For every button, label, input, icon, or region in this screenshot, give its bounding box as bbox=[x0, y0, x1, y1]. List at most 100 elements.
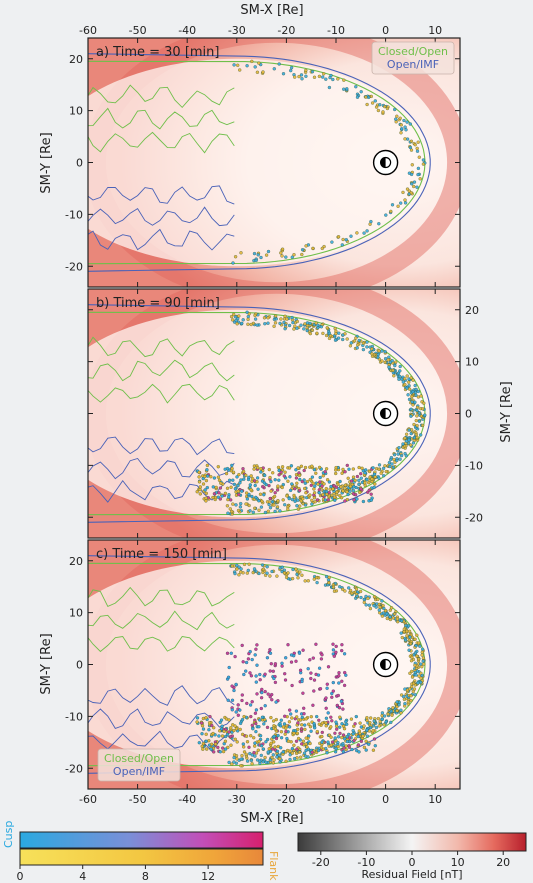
particle-point bbox=[289, 68, 293, 73]
bottom-x-axis-label: SM-X [Re] bbox=[240, 811, 303, 826]
particle-point bbox=[227, 665, 231, 670]
particle-point bbox=[205, 474, 210, 478]
particle-point bbox=[397, 703, 401, 707]
particle-point bbox=[412, 422, 416, 427]
particle-point bbox=[418, 177, 422, 181]
particle-point bbox=[244, 752, 248, 756]
particle-point bbox=[368, 725, 373, 730]
particle-point bbox=[305, 321, 310, 325]
particle-point bbox=[302, 706, 306, 710]
particle-point bbox=[414, 418, 418, 423]
particle-point bbox=[236, 483, 240, 488]
particle-point bbox=[224, 471, 229, 476]
particle-point bbox=[410, 163, 414, 167]
x-tick-label: 0 bbox=[382, 793, 389, 806]
particle-point bbox=[403, 701, 407, 706]
particle-point bbox=[242, 562, 247, 567]
particle-point bbox=[312, 496, 317, 500]
particle-point bbox=[292, 495, 296, 500]
particle-point bbox=[409, 659, 414, 663]
particle-point bbox=[225, 466, 230, 471]
particle-point bbox=[257, 725, 261, 729]
closed-open-contour bbox=[88, 131, 235, 154]
particle-point bbox=[281, 482, 285, 487]
y-tick-label: 0 bbox=[76, 157, 83, 170]
particle-point bbox=[246, 322, 250, 326]
particle-point bbox=[373, 475, 377, 479]
closed-open-contour bbox=[88, 636, 235, 653]
particle-point bbox=[290, 576, 295, 581]
particle-point bbox=[331, 689, 335, 693]
particle-point bbox=[414, 644, 418, 648]
particle-point bbox=[266, 509, 270, 513]
particle-point bbox=[265, 737, 270, 742]
particle-point bbox=[399, 131, 403, 135]
particle-point bbox=[238, 727, 242, 732]
particle-point bbox=[265, 500, 270, 504]
particle-point bbox=[294, 567, 298, 571]
particle-point bbox=[366, 95, 371, 100]
particle-point bbox=[383, 350, 387, 354]
particle-point bbox=[308, 493, 312, 497]
particle-point bbox=[410, 182, 414, 186]
particle-point bbox=[348, 588, 353, 593]
particle-point bbox=[229, 314, 234, 319]
residual-tick-label: 20 bbox=[496, 856, 510, 869]
particle-point bbox=[334, 724, 339, 728]
particle-point bbox=[331, 648, 336, 652]
particle-point bbox=[290, 482, 294, 486]
particle-point bbox=[237, 573, 241, 577]
particle-point bbox=[264, 760, 268, 764]
particle-point bbox=[372, 603, 376, 608]
particle-point bbox=[303, 486, 307, 491]
particle-point bbox=[298, 755, 303, 759]
particle-point bbox=[228, 734, 233, 739]
particle-point bbox=[259, 744, 264, 748]
particle-point bbox=[246, 317, 250, 322]
particle-point bbox=[340, 735, 344, 740]
particle-point bbox=[414, 387, 418, 392]
legend-box bbox=[371, 41, 455, 75]
particle-point bbox=[337, 331, 341, 335]
particle-point bbox=[411, 441, 416, 445]
particle-point bbox=[272, 740, 276, 744]
particle-point bbox=[300, 723, 304, 727]
particle-point bbox=[403, 137, 407, 141]
particle-point bbox=[216, 465, 220, 469]
particle-point bbox=[361, 341, 366, 345]
particle-point bbox=[385, 106, 390, 111]
particle-point bbox=[380, 359, 384, 363]
particle-point bbox=[343, 470, 347, 474]
x-tick-label: 0 bbox=[382, 24, 389, 37]
particle-point bbox=[245, 497, 250, 501]
particle-point bbox=[399, 201, 403, 205]
particle-point bbox=[413, 400, 417, 404]
particle-point bbox=[309, 483, 313, 488]
particle-point bbox=[241, 318, 245, 322]
particle-point bbox=[297, 651, 302, 655]
particle-point bbox=[373, 744, 377, 748]
particle-point bbox=[280, 664, 284, 668]
particle-point bbox=[378, 605, 382, 609]
particle-point bbox=[254, 647, 258, 651]
particle-point bbox=[295, 481, 299, 485]
particle-point bbox=[300, 479, 304, 484]
particle-point bbox=[281, 498, 285, 502]
particle-point bbox=[403, 451, 407, 456]
particle-point bbox=[312, 689, 316, 693]
particle-point bbox=[195, 490, 199, 494]
particle-point bbox=[285, 494, 289, 498]
particle-point bbox=[296, 721, 300, 725]
particle-point bbox=[279, 718, 283, 722]
particle-point bbox=[280, 465, 285, 469]
particle-point bbox=[324, 77, 328, 81]
particle-point bbox=[238, 505, 243, 509]
particle-point bbox=[409, 407, 413, 411]
particle-point bbox=[272, 324, 276, 328]
particle-point bbox=[219, 727, 224, 731]
particle-point bbox=[289, 653, 294, 657]
particle-point bbox=[362, 600, 366, 605]
particle-point bbox=[420, 650, 424, 654]
particle-point bbox=[377, 602, 381, 607]
particle-point bbox=[359, 90, 363, 94]
